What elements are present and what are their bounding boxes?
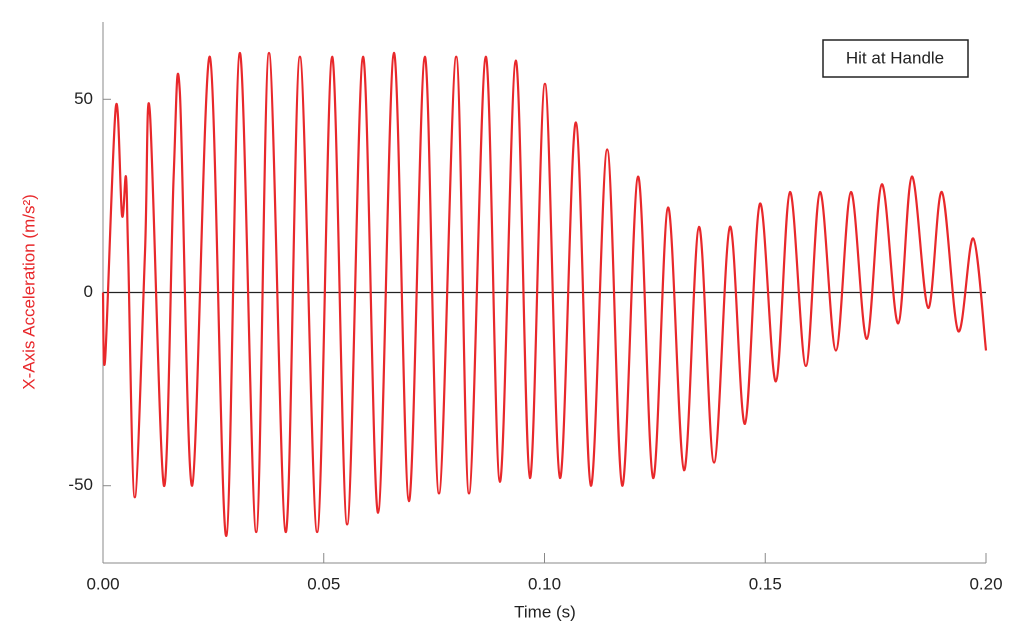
x-tick-label: 0.15 <box>749 574 782 593</box>
x-tick-label: 0.05 <box>307 574 340 593</box>
x-axis-label: Time (s) <box>514 602 576 621</box>
x-tick-label: 0.00 <box>86 574 119 593</box>
data-line <box>101 51 988 538</box>
annotation-box <box>822 39 969 78</box>
x-tick-label: 0.10 <box>528 574 561 593</box>
chart-title: Hit at Handle <box>846 48 944 67</box>
y-tick-label: 50 <box>74 89 93 108</box>
x-tick-label: 0.20 <box>969 574 1002 593</box>
y-tick-label: -50 <box>68 475 93 494</box>
y-tick-label: 0 <box>84 282 93 301</box>
y-axis-label: X-Axis Acceleration (m/s²) <box>19 194 38 390</box>
